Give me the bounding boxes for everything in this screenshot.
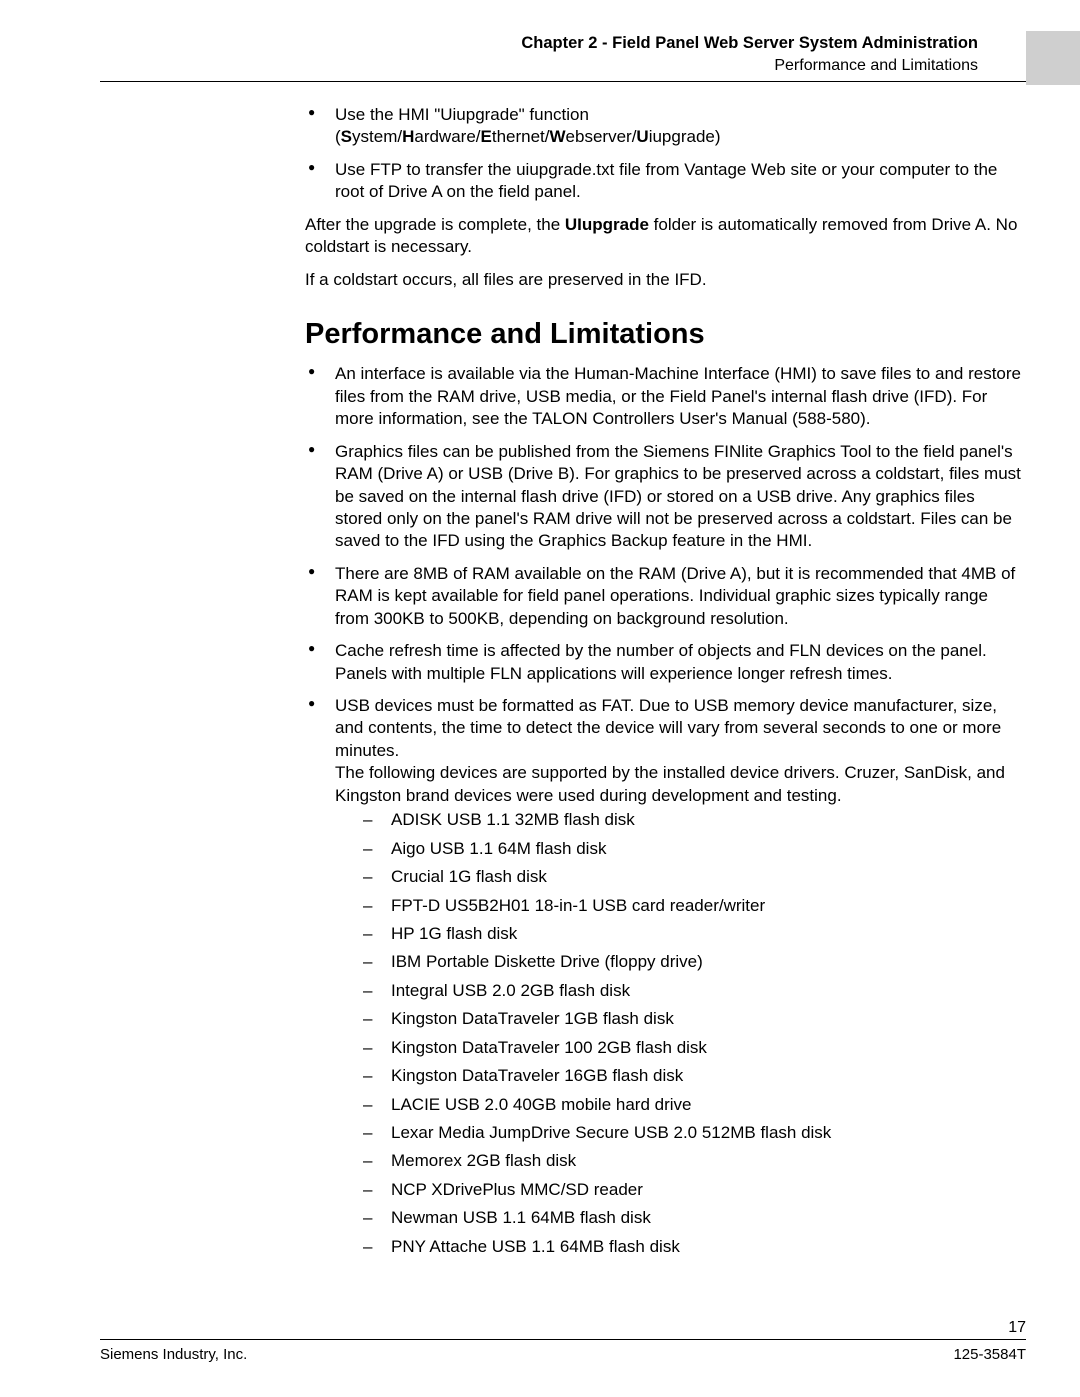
bullet-text: USB devices must be formatted as FAT. Du… [335, 696, 1001, 760]
paragraph: After the upgrade is complete, the UIupg… [305, 214, 1025, 259]
list-item: PNY Attache USB 1.1 64MB flash disk [363, 1236, 1025, 1258]
list-item: Memorex 2GB flash disk [363, 1150, 1025, 1172]
page-number: 17 [100, 1319, 1026, 1337]
footer-company: Siemens Industry, Inc. [100, 1346, 247, 1363]
list-item: USB devices must be formatted as FAT. Du… [305, 695, 1025, 1258]
header-chapter: Chapter 2 - Field Panel Web Server Syste… [100, 34, 978, 53]
bullet-text: The following devices are supported by t… [335, 763, 1005, 804]
page-footer: 17 Siemens Industry, Inc. 125-3584T [100, 1319, 1026, 1363]
page-tab-decoration [1026, 31, 1080, 85]
bullet-text: Cache refresh time is affected by the nu… [335, 641, 987, 682]
header-rule [100, 81, 1026, 82]
list-item: Kingston DataTraveler 1GB flash disk [363, 1008, 1025, 1030]
list-item: Kingston DataTraveler 16GB flash disk [363, 1065, 1025, 1087]
list-item: There are 8MB of RAM available on the RA… [305, 563, 1025, 630]
footer-rule [100, 1339, 1026, 1340]
header-section: Performance and Limitations [100, 57, 978, 75]
performance-bullet-list: An interface is available via the Human-… [305, 363, 1025, 1258]
list-item: IBM Portable Diskette Drive (floppy driv… [363, 951, 1025, 973]
bullet-text: Use the HMI "Uiupgrade" function [335, 105, 589, 124]
list-item: Crucial 1G flash disk [363, 866, 1025, 888]
list-item: Use the HMI "Uiupgrade" function (System… [305, 104, 1025, 149]
bullet-text: An interface is available via the Human-… [335, 364, 1021, 428]
list-item: An interface is available via the Human-… [305, 363, 1025, 430]
footer-docid: 125-3584T [953, 1346, 1026, 1363]
section-heading: Performance and Limitations [305, 315, 1025, 353]
page-content: Use the HMI "Uiupgrade" function (System… [305, 104, 1025, 1258]
list-item: ADISK USB 1.1 32MB flash disk [363, 809, 1025, 831]
list-item: LACIE USB 2.0 40GB mobile hard drive [363, 1094, 1025, 1116]
list-item: Kingston DataTraveler 100 2GB flash disk [363, 1037, 1025, 1059]
intro-bullet-list: Use the HMI "Uiupgrade" function (System… [305, 104, 1025, 204]
list-item: Lexar Media JumpDrive Secure USB 2.0 512… [363, 1122, 1025, 1144]
paragraph: If a coldstart occurs, all files are pre… [305, 269, 1025, 291]
page-header: Chapter 2 - Field Panel Web Server Syste… [100, 34, 1026, 82]
list-item: Graphics files can be published from the… [305, 441, 1025, 553]
list-item: FPT-D US5B2H01 18-in-1 USB card reader/w… [363, 895, 1025, 917]
hmi-path: (System/Hardware/Ethernet/Webserver/Uiup… [335, 127, 721, 146]
document-page: Chapter 2 - Field Panel Web Server Syste… [0, 0, 1080, 1397]
bullet-text: Use FTP to transfer the uiupgrade.txt fi… [335, 160, 997, 201]
list-item: Use FTP to transfer the uiupgrade.txt fi… [305, 159, 1025, 204]
list-item: NCP XDrivePlus MMC/SD reader [363, 1179, 1025, 1201]
list-item: Integral USB 2.0 2GB flash disk [363, 980, 1025, 1002]
list-item: Aigo USB 1.1 64M flash disk [363, 838, 1025, 860]
device-list: ADISK USB 1.1 32MB flash disk Aigo USB 1… [363, 809, 1025, 1258]
list-item: Cache refresh time is affected by the nu… [305, 640, 1025, 685]
bullet-text: Graphics files can be published from the… [335, 442, 1021, 551]
list-item: Newman USB 1.1 64MB flash disk [363, 1207, 1025, 1229]
bullet-text: There are 8MB of RAM available on the RA… [335, 564, 1015, 628]
list-item: HP 1G flash disk [363, 923, 1025, 945]
